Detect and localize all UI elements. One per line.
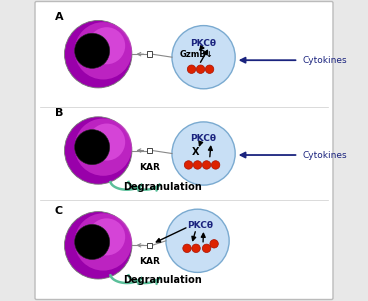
Circle shape	[184, 161, 193, 169]
FancyBboxPatch shape	[35, 2, 333, 299]
Circle shape	[64, 20, 132, 88]
Circle shape	[88, 123, 125, 161]
Circle shape	[75, 119, 132, 176]
Text: Cytokines: Cytokines	[303, 56, 347, 65]
Text: Degranulation: Degranulation	[124, 182, 202, 192]
Text: Degranulation: Degranulation	[124, 275, 202, 285]
Circle shape	[172, 26, 235, 89]
Bar	[147, 148, 152, 153]
Circle shape	[75, 33, 110, 68]
Circle shape	[64, 212, 132, 279]
Circle shape	[172, 122, 235, 185]
Text: PKCθ: PKCθ	[191, 39, 216, 48]
Circle shape	[88, 218, 125, 256]
Text: X: X	[192, 147, 200, 157]
Circle shape	[205, 65, 214, 73]
Circle shape	[166, 209, 229, 272]
Text: PKCθ: PKCθ	[191, 134, 216, 143]
Circle shape	[192, 244, 200, 253]
Circle shape	[187, 65, 196, 73]
Text: PKCθ: PKCθ	[188, 221, 213, 230]
Text: B: B	[54, 108, 63, 118]
Text: C: C	[54, 206, 63, 216]
Circle shape	[75, 225, 110, 259]
Bar	[147, 51, 152, 57]
Circle shape	[88, 27, 125, 64]
Circle shape	[211, 161, 220, 169]
Bar	[147, 243, 152, 248]
Circle shape	[193, 161, 202, 169]
Circle shape	[75, 22, 132, 79]
Text: KAR: KAR	[139, 257, 160, 266]
Circle shape	[75, 213, 132, 271]
Circle shape	[183, 244, 191, 253]
Circle shape	[64, 117, 132, 184]
Circle shape	[197, 65, 205, 73]
Circle shape	[202, 161, 211, 169]
Circle shape	[75, 130, 110, 165]
Text: A: A	[54, 12, 63, 22]
Circle shape	[210, 240, 218, 248]
Text: GzmB↓: GzmB↓	[179, 50, 213, 59]
Text: KAR: KAR	[139, 163, 160, 172]
Circle shape	[202, 244, 211, 253]
Text: Cytokines: Cytokines	[303, 150, 347, 160]
